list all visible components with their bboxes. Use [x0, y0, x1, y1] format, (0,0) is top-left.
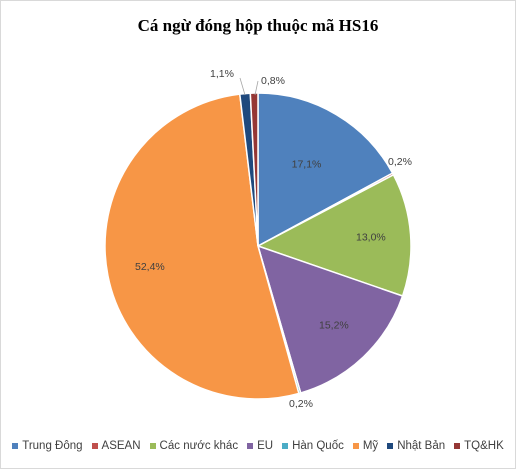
legend-item-tq-hk: TQ&HK: [454, 440, 504, 452]
legend-swatch: [352, 443, 359, 449]
legend-label: Trung Đông: [22, 440, 83, 452]
legend-item-eu: EU: [247, 440, 273, 452]
legend-swatch: [454, 443, 461, 449]
leader-line-nhat-ban: [239, 77, 246, 96]
legend-label: Các nước khác: [159, 440, 239, 452]
pie-slice-tq-hk: [249, 92, 259, 247]
legend-item-nhat-ban: Nhật Bản: [387, 440, 445, 452]
legend-label: EU: [257, 440, 274, 452]
legend-item-trung-dong: Trung Đông: [12, 440, 83, 452]
data-label-my: 52,4%: [135, 261, 165, 273]
legend-label: ASEAN: [101, 440, 141, 452]
pie-slice-trung-dong: [257, 92, 394, 248]
legend-item-han-quoc: Hàn Quốc: [282, 440, 344, 452]
chart-title: Cá ngừ đóng hộp thuộc mã HS16: [137, 16, 379, 35]
legend-label: Nhật Bản: [397, 440, 446, 452]
data-label-nhat-ban: 1,1%: [210, 68, 234, 80]
legend-swatch: [387, 443, 394, 449]
legend-item-my: Mỹ: [352, 440, 379, 452]
pie-slice-my: [104, 93, 300, 400]
legend-swatch: [91, 443, 98, 449]
legend-item-cac-nuoc-khac: Các nước khác: [149, 440, 239, 452]
legend-label: TQ&HK: [464, 440, 504, 452]
data-label-tq-hk: 0,8%: [261, 75, 285, 87]
data-label-eu: 15,2%: [319, 320, 349, 332]
legend-label: Hàn Quốc: [292, 440, 344, 452]
pie-slice-cac-nuoc-khac: [256, 173, 412, 297]
legend-label: Mỹ: [362, 440, 379, 452]
legend-swatch: [282, 443, 289, 449]
legend-swatch: [12, 443, 19, 449]
legend-swatch: [247, 443, 254, 449]
data-label-asean: 0,2%: [388, 156, 412, 168]
pie-slice-eu: [256, 244, 404, 394]
pie-chart: 17,1% 0,2% 13,0% 15,2% 0,2% 52,4% 1,1% 0,8%: [104, 68, 412, 410]
legend-item-asean: ASEAN: [91, 440, 141, 452]
data-label-trung-dong: 17,1%: [292, 158, 322, 170]
legend: Trung Đông ASEAN Các nước khác EU Hàn Quốc Mỹ…: [0, 440, 516, 452]
leader-line-tq-hk: [254, 80, 259, 96]
data-label-han-quoc: 0,2%: [289, 398, 313, 410]
legend-swatch: [149, 443, 156, 449]
data-label-cac-nuoc-khac: 13,0%: [356, 231, 386, 243]
